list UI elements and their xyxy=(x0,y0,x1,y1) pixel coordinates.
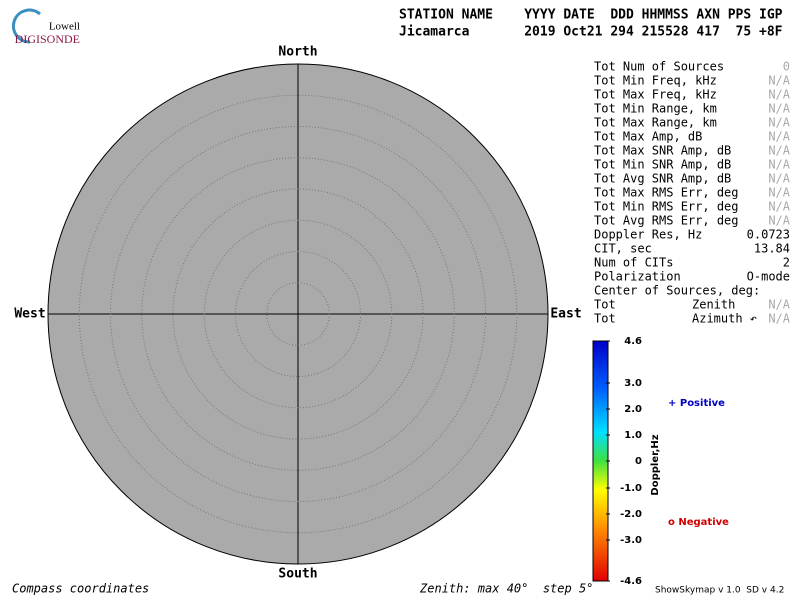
polar-plot xyxy=(47,63,549,565)
stat-label: Tot xyxy=(594,312,616,326)
stat-value: N/A xyxy=(768,186,790,200)
stat-label: Tot Min SNR Amp, dB xyxy=(594,158,731,172)
footer-left: Compass coordinates xyxy=(12,582,149,596)
legend-positive: + Positive xyxy=(668,398,725,409)
stat-value: N/A xyxy=(768,172,790,186)
stat-label: Zenith xyxy=(692,298,735,312)
stat-label: Tot Max RMS Err, deg xyxy=(594,186,739,200)
zenith-ring xyxy=(110,126,486,502)
stat-label: Tot Avg RMS Err, deg xyxy=(594,214,739,228)
stat-label: Tot Min Freq, kHz xyxy=(594,74,717,88)
colorbar-tick-label: -3.0 xyxy=(620,535,642,546)
colorbar-tick-label: 0 xyxy=(635,456,642,467)
colorbar-tick-label: 3.0 xyxy=(624,378,642,389)
stat-value: 2 xyxy=(783,256,790,270)
stat-label: Tot xyxy=(594,298,616,312)
stat-label: Tot Max Amp, dB xyxy=(594,130,702,144)
colorbar-tick-label: -2.0 xyxy=(620,509,642,520)
colorbar-title: Doppler,Hz xyxy=(650,434,661,495)
stat-label: Tot Num of Sources xyxy=(594,60,724,74)
stat-label: Center of Sources, deg: xyxy=(594,284,760,298)
colorbar-tick-label: -4.6 xyxy=(620,576,642,587)
stat-value: N/A xyxy=(768,144,790,158)
stat-label: Tot Min Range, km xyxy=(594,102,717,116)
stat-value: N/A xyxy=(768,116,790,130)
stat-value: N/A xyxy=(768,158,790,172)
stat-value: O-mode xyxy=(747,270,790,284)
colorbar-tick-label: -1.0 xyxy=(620,483,642,494)
stat-label: Tot Avg SNR Amp, dB xyxy=(594,172,731,186)
south-label: South xyxy=(278,567,317,582)
zenith-ring xyxy=(78,94,518,534)
stat-value: N/A xyxy=(768,200,790,214)
colorbar-tick-label: 4.6 xyxy=(624,336,642,347)
stat-value: 0 xyxy=(783,60,790,74)
zenith-ring xyxy=(203,219,393,409)
header-columns: STATION NAME YYYY DATE DDD HHMMSS AXN PP… xyxy=(399,8,783,23)
east-label: East xyxy=(550,307,581,322)
stat-label: Azimuth ↶ xyxy=(692,312,757,326)
stat-label: Tot Max Freq, kHz xyxy=(594,88,717,102)
stat-value: N/A xyxy=(768,102,790,116)
west-label: West xyxy=(14,307,45,322)
colorbar-tick-label: 2.0 xyxy=(624,404,642,415)
zenith-ring xyxy=(266,282,330,346)
stat-label: Doppler Res, Hz xyxy=(594,228,702,242)
header-values: Jicamarca 2019 Oct21 294 215528 417 75 +… xyxy=(399,25,783,40)
zenith-ring xyxy=(235,251,361,377)
stat-label: Tot Max SNR Amp, dB xyxy=(594,144,731,158)
stat-value: 0.0723 xyxy=(747,228,790,242)
stat-label: Tot Min RMS Err, deg xyxy=(594,200,739,214)
colorbar-tick-label: 1.0 xyxy=(624,430,642,441)
zenith-ring xyxy=(172,188,424,440)
logo-bottom: DIGISONDE xyxy=(15,32,80,46)
north-label: North xyxy=(278,45,317,60)
stat-value: N/A xyxy=(768,74,790,88)
footer-right: ShowSkymap v 1.0 SD v 4.2 xyxy=(655,586,784,596)
stat-value: N/A xyxy=(768,130,790,144)
zenith-ring xyxy=(141,157,455,471)
logo-arc xyxy=(11,8,41,44)
stat-label: Num of CITs xyxy=(594,256,673,270)
legend-negative: o Negative xyxy=(668,517,729,528)
stat-label: CIT, sec xyxy=(594,242,652,256)
stat-value: N/A xyxy=(768,214,790,228)
stat-value: N/A xyxy=(768,298,790,312)
footer-middle: Zenith: max 40° step 5° xyxy=(419,582,593,596)
stat-value: N/A xyxy=(768,312,790,326)
stat-value: 13.84 xyxy=(754,242,790,256)
colorbar xyxy=(592,340,609,582)
stat-label: Polarization xyxy=(594,270,681,284)
stat-value: N/A xyxy=(768,88,790,102)
stat-label: Tot Max Range, km xyxy=(594,116,717,130)
logo-top: Lowell xyxy=(49,21,80,33)
